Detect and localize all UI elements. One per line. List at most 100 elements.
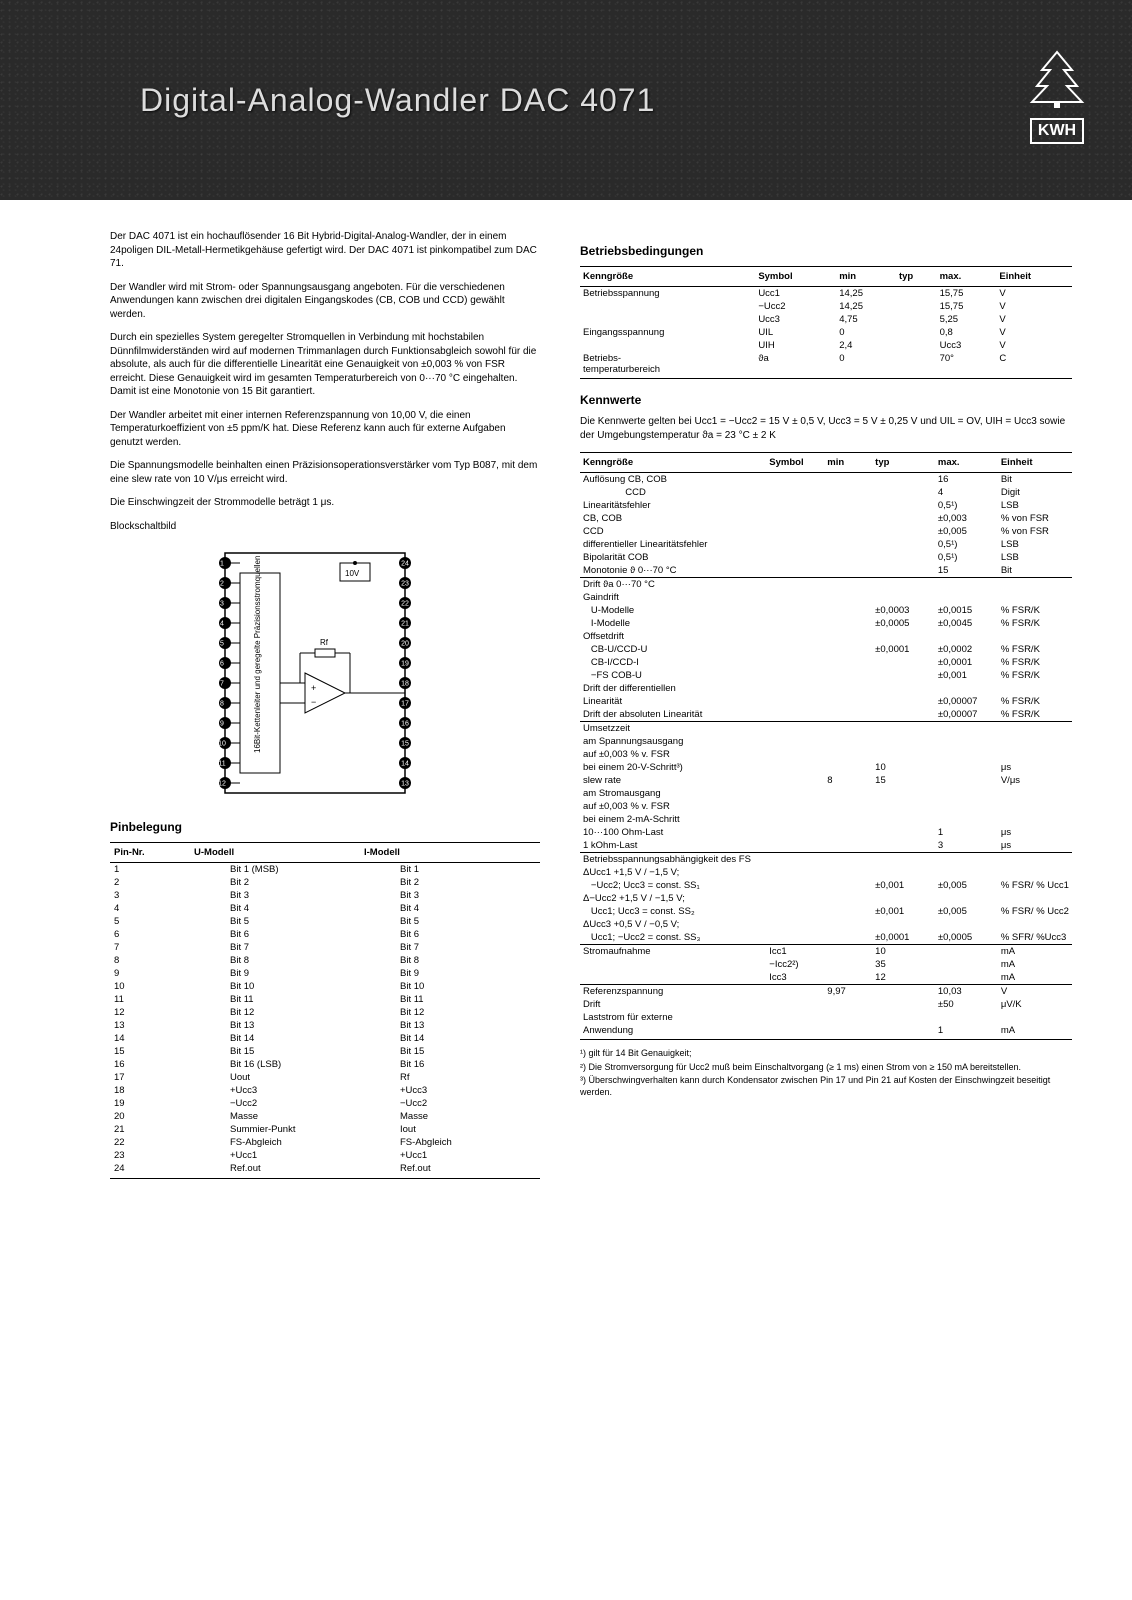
table-cell xyxy=(998,813,1072,826)
table-row: 18+Ucc3+Ucc3 xyxy=(110,1084,540,1097)
table-cell xyxy=(766,931,824,944)
table-cell: 0 xyxy=(836,352,896,379)
table-cell: Linearitätsfehler xyxy=(580,499,766,512)
table-cell: 0,5¹) xyxy=(935,538,998,551)
table-cell: I-Modelle xyxy=(580,617,766,630)
table-cell: % FSR/ % Ucc2 xyxy=(998,905,1072,918)
table-cell: Betriebsspannung xyxy=(580,287,755,301)
table-cell: 1 xyxy=(935,1024,998,1040)
table-cell: 14,25 xyxy=(836,287,896,301)
table-cell: Bit 9 xyxy=(190,967,360,980)
table-cell: % FSR/K xyxy=(998,708,1072,721)
table-row: 10···100 Ohm-Last1μs xyxy=(580,826,1072,839)
table-cell: −Ucc2 xyxy=(360,1097,540,1110)
table-header: Kenngröße xyxy=(580,453,766,473)
table-cell xyxy=(766,525,824,538)
table-cell: Bit 7 xyxy=(190,941,360,954)
table-row: Linearität±0,00007% FSR/K xyxy=(580,695,1072,708)
betriebsbedingungen-title: Betriebsbedingungen xyxy=(580,244,1072,258)
table-row: 2Bit 2Bit 2 xyxy=(110,876,540,889)
table-cell xyxy=(824,643,872,656)
table-cell: 2 xyxy=(110,876,190,889)
table-cell xyxy=(766,1011,824,1024)
table-cell: Linearität xyxy=(580,695,766,708)
table-cell: 10 xyxy=(872,945,935,959)
table-cell: ±0,005 xyxy=(935,879,998,892)
table-cell: ±0,001 xyxy=(872,905,935,918)
table-cell xyxy=(872,551,935,564)
svg-text:6: 6 xyxy=(220,661,224,668)
table-cell: 0,8 xyxy=(937,326,997,339)
table-cell: Bit 12 xyxy=(360,1006,540,1019)
table-cell: Bit 8 xyxy=(190,954,360,967)
table-row: StromaufnahmeIcc110mA xyxy=(580,945,1072,959)
table-cell: −Ucc2; Ucc3 = const. SS₁ xyxy=(580,879,766,892)
table-cell xyxy=(766,473,824,487)
table-cell: Umsetzzeit xyxy=(580,722,766,736)
table-cell xyxy=(766,1024,824,1040)
table-cell: % FSR/K xyxy=(998,604,1072,617)
table-row: 23+Ucc1+Ucc1 xyxy=(110,1149,540,1162)
svg-text:19: 19 xyxy=(401,661,409,668)
table-cell: Ucc3 xyxy=(937,339,997,352)
table-cell: ±50 xyxy=(935,998,998,1011)
table-cell xyxy=(872,499,935,512)
svg-text:1: 1 xyxy=(220,561,224,568)
table-cell xyxy=(872,512,935,525)
table-row: Drift der absoluten Linearität±0,00007% … xyxy=(580,708,1072,721)
page-header: Digital-Analog-Wandler DAC 4071 KWH xyxy=(0,0,1132,200)
table-cell xyxy=(872,669,935,682)
table-cell: 6 xyxy=(110,928,190,941)
svg-text:17: 17 xyxy=(401,701,409,708)
table-cell xyxy=(824,512,872,525)
table-cell: mA xyxy=(998,945,1072,959)
table-cell: mA xyxy=(998,971,1072,984)
table-cell xyxy=(824,656,872,669)
table-cell: CCD xyxy=(580,486,766,499)
left-column: Der DAC 4071 ist ein hochauflösender 16 … xyxy=(110,230,540,1179)
table-cell xyxy=(872,1024,935,1040)
table-cell: 8 xyxy=(110,954,190,967)
table-cell: % FSR/K xyxy=(998,695,1072,708)
table-row: bei einem 2-mA-Schritt xyxy=(580,813,1072,826)
table-header: typ xyxy=(896,267,937,287)
table-row: am Spannungsausgang xyxy=(580,735,1072,748)
table-cell: 12 xyxy=(110,1006,190,1019)
table-cell: Bit 5 xyxy=(190,915,360,928)
table-cell xyxy=(872,787,935,800)
table-cell xyxy=(824,735,872,748)
table-cell: Bit 14 xyxy=(360,1032,540,1045)
table-cell xyxy=(998,682,1072,695)
table-cell: Uout xyxy=(190,1071,360,1084)
table-row: −Icc2²)35mA xyxy=(580,958,1072,971)
table-cell xyxy=(872,998,935,1011)
table-cell xyxy=(766,656,824,669)
table-row: Referenzspannung9,9710,03V xyxy=(580,985,1072,999)
table-cell: Bit 4 xyxy=(360,902,540,915)
svg-text:21: 21 xyxy=(401,621,409,628)
table-cell: Bit 1 (MSB) xyxy=(190,863,360,877)
table-cell: auf ±0,003 % v. FSR xyxy=(580,748,766,761)
table-cell xyxy=(824,761,872,774)
table-cell xyxy=(766,787,824,800)
table-cell xyxy=(935,866,998,879)
table-cell: Ucc3 xyxy=(755,313,836,326)
table-row: CCD±0,005% von FSR xyxy=(580,525,1072,538)
table-cell: Ucc1 xyxy=(755,287,836,301)
svg-text:7: 7 xyxy=(220,681,224,688)
table-row: slew rate815V/μs xyxy=(580,774,1072,787)
table-cell xyxy=(872,813,935,826)
table-cell: 23 xyxy=(110,1149,190,1162)
table-cell: Icc3 xyxy=(766,971,824,984)
table-cell: 8 xyxy=(824,774,872,787)
table-cell xyxy=(998,748,1072,761)
table-cell: 15 xyxy=(935,564,998,577)
table-cell xyxy=(824,486,872,499)
table-row: 20MasseMasse xyxy=(110,1110,540,1123)
table-cell: Eingangsspannung xyxy=(580,326,755,339)
table-cell: 0 xyxy=(836,326,896,339)
table-cell xyxy=(824,473,872,487)
table-cell: 9 xyxy=(110,967,190,980)
table-row: CB, COB±0,003% von FSR xyxy=(580,512,1072,525)
table-cell xyxy=(872,985,935,999)
